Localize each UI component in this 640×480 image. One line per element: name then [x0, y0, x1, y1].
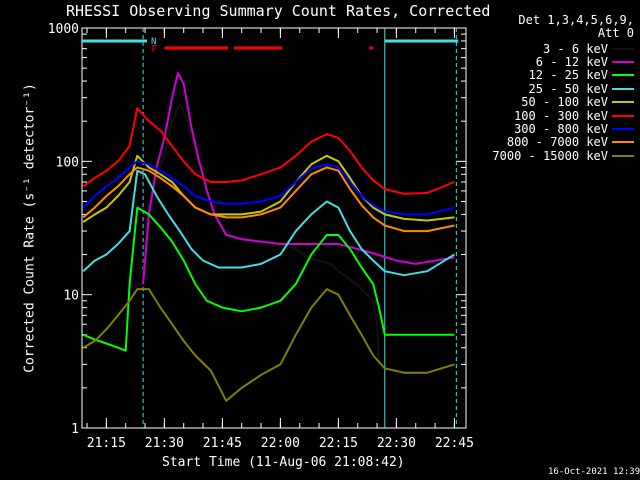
- x-tick-label: 21:15: [87, 436, 126, 451]
- legend-label: 25 - 50 keV: [528, 81, 608, 96]
- legend-entry: 3 - 6 keV: [464, 41, 634, 56]
- legend: 3 - 6 keV 6 - 12 keV 12 - 25 keV 25 - 50 ke…: [464, 42, 634, 163]
- plot-frame: [81, 27, 467, 429]
- plot-axes: [81, 27, 467, 429]
- legend-swatch: [612, 154, 634, 157]
- series-lines: [82, 72, 455, 402]
- legend-label: 6 - 12 keV: [535, 55, 608, 70]
- series-line: [82, 107, 455, 195]
- legend-header-line: Att 0: [597, 26, 634, 40]
- legend-label: 3 - 6 keV: [542, 41, 608, 56]
- flag-bars: [82, 39, 459, 50]
- legend-entry: 25 - 50 keV: [464, 81, 634, 96]
- timestamp: 16-Oct-2021 12:39: [548, 467, 640, 477]
- x-tick-label: 22:45: [435, 436, 474, 451]
- legend-swatch: [612, 47, 634, 50]
- legend-header-line: Det 1,3,4,5,6,9,: [518, 13, 634, 27]
- series-line: [82, 169, 455, 277]
- legend-label: 100 - 300 keV: [514, 108, 608, 123]
- y-axis-label: Corrected Count Rate (s⁻¹ detector⁻¹): [22, 83, 38, 373]
- y-tick-label: 1: [71, 422, 79, 437]
- x-axis-label: Start Time (11-Aug-06 21:08:42): [162, 455, 405, 470]
- series-line: [82, 206, 455, 352]
- y-tick-label: 1000: [48, 22, 79, 37]
- legend-label: 12 - 25 keV: [528, 68, 608, 83]
- legend-swatch: [612, 114, 634, 117]
- legend-entry: 800 - 7000 keV: [464, 135, 634, 150]
- x-tick-label: 22:00: [261, 436, 300, 451]
- legend-label: 800 - 7000 keV: [506, 135, 608, 150]
- x-tick-label: 21:45: [203, 436, 242, 451]
- legend-label: 300 - 800 keV: [514, 122, 608, 137]
- x-tick-label: 22:15: [319, 436, 358, 451]
- legend-swatch: [612, 141, 634, 144]
- y-tick-label: 10: [63, 289, 79, 304]
- vertical-markers: [142, 28, 457, 428]
- series-line: [82, 288, 455, 402]
- series-line: [137, 102, 380, 365]
- x-tick-label: 21:30: [145, 436, 184, 451]
- legend-label: 7000 - 15000 keV: [492, 148, 608, 163]
- flare-flag-label: F: [151, 44, 157, 55]
- legend-swatch: [612, 101, 634, 104]
- legend-entry: 300 - 800 keV: [464, 122, 634, 137]
- legend-entry: 7000 - 15000 keV: [464, 148, 634, 163]
- legend-entry: 12 - 25 keV: [464, 68, 634, 83]
- series-line: [82, 166, 455, 233]
- legend-entry: 6 - 12 keV: [464, 55, 634, 70]
- legend-header: Det 1,3,4,5,6,9, Att 0: [518, 14, 634, 40]
- series-line: [142, 72, 455, 285]
- night-flag-label: N: [151, 37, 156, 47]
- tick-labels: 1 10 100 1000 21:15 21:30 21:45 22:00 22:15 22:30…: [48, 22, 474, 451]
- legend-swatch: [612, 74, 634, 77]
- legend-entry: 100 - 300 keV: [464, 108, 634, 123]
- x-tick-label: 22:30: [377, 436, 416, 451]
- series-line: [82, 160, 455, 216]
- y-tick-label: 100: [56, 155, 79, 170]
- legend-entry: 50 - 100 keV: [464, 95, 634, 110]
- legend-swatch: [612, 128, 634, 131]
- legend-swatch: [612, 87, 634, 90]
- legend-label: 50 - 100 keV: [521, 95, 608, 110]
- chart-title: RHESSI Observing Summary Count Rates, Co…: [66, 2, 491, 20]
- legend-swatch: [612, 61, 634, 64]
